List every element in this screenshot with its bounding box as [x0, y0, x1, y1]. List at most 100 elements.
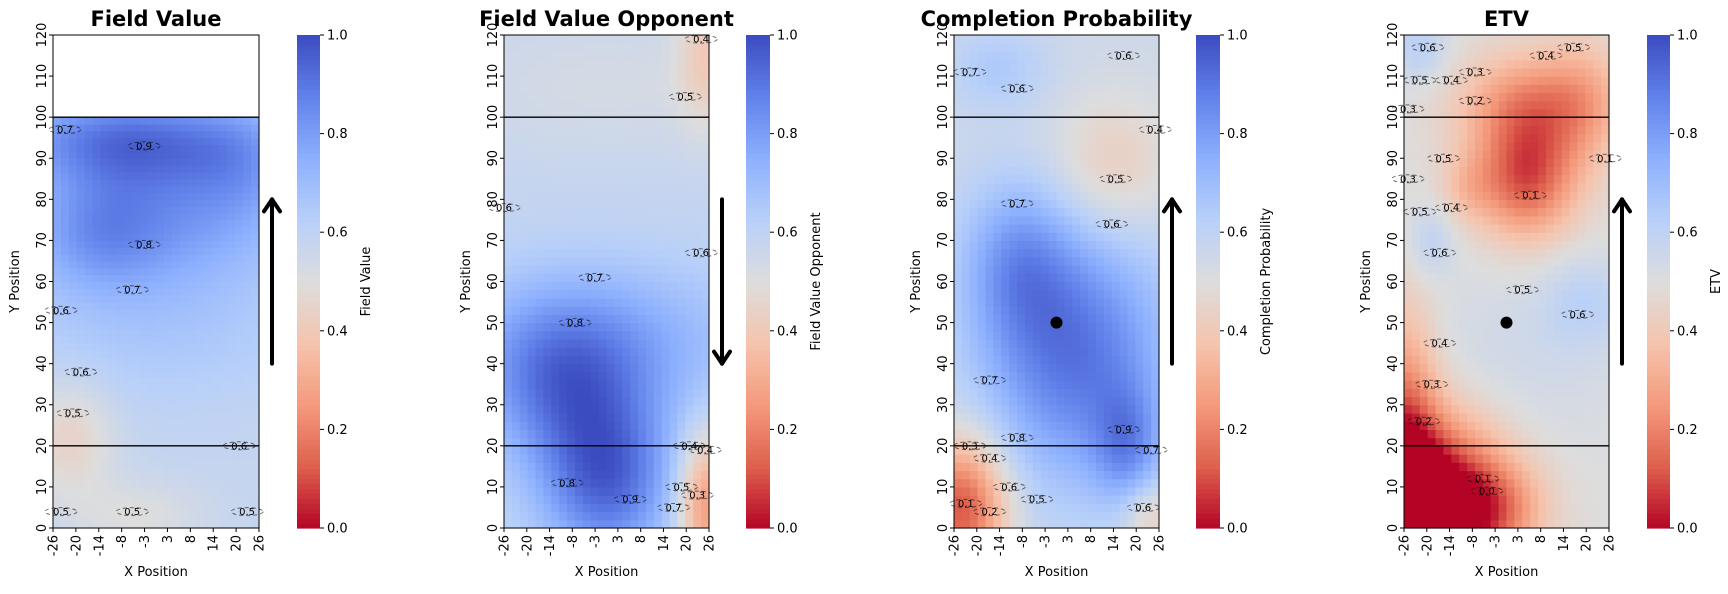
heatmap-cell: [993, 35, 1001, 44]
heatmap-cell: [1001, 265, 1009, 274]
heatmap-cell: [993, 134, 1001, 143]
heatmap-cell: [1135, 397, 1143, 406]
heatmap-cell: [132, 425, 141, 432]
heatmap-cell: [164, 343, 173, 350]
heatmap-cell: [251, 460, 260, 467]
heatmap-cell: [164, 302, 173, 309]
heatmap-cell: [607, 405, 615, 414]
heatmap-cell: [219, 268, 228, 275]
heatmap-cell: [211, 179, 220, 186]
heatmap-cell: [520, 429, 528, 438]
heatmap-cell: [986, 397, 994, 406]
heatmap-cell: [77, 425, 86, 432]
heatmap-cell: [677, 298, 685, 307]
heatmap-cell: [1112, 413, 1120, 422]
heatmap-cell: [1017, 388, 1025, 397]
heatmap-cell: [211, 199, 220, 206]
heatmap-cell: [188, 432, 197, 439]
heatmap-cell: [1151, 257, 1159, 266]
heatmap-cell: [993, 298, 1001, 307]
heatmap-cell: [1143, 43, 1151, 52]
heatmap-cell: [685, 339, 693, 348]
heatmap-cell: [607, 249, 615, 258]
heatmap-cell: [1064, 397, 1072, 406]
heatmap-cell: [1033, 150, 1041, 159]
heatmap-cell: [591, 355, 599, 364]
heatmap-cell: [172, 398, 181, 405]
heatmap-cell: [219, 192, 228, 199]
heatmap-cell: [93, 473, 102, 480]
heatmap-cell: [1041, 224, 1049, 233]
heatmap-cell: [583, 454, 591, 463]
heatmap-cell: [227, 151, 236, 158]
heatmap-cell: [211, 350, 220, 357]
heatmap-cell: [646, 479, 654, 488]
heatmap-cell: [180, 138, 189, 145]
heatmap-cell: [235, 398, 244, 405]
heatmap-cell: [504, 282, 512, 291]
heatmap-cell: [614, 462, 622, 471]
heatmap-cell: [211, 521, 220, 528]
heatmap-cell: [1009, 512, 1017, 521]
heatmap-cell: [1049, 158, 1057, 167]
heatmap-cell: [970, 282, 978, 291]
heatmap-cell: [1033, 462, 1041, 471]
heatmap-cell: [196, 425, 205, 432]
heatmap-cell: [227, 247, 236, 254]
heatmap-cell: [180, 206, 189, 213]
heatmap-cell: [1033, 76, 1041, 85]
heatmap-cell: [1127, 339, 1135, 348]
heatmap-cell: [1017, 290, 1025, 299]
heatmap-cell: [1041, 216, 1049, 225]
heatmap-cell: [243, 391, 252, 398]
heatmap-cell: [504, 388, 512, 397]
heatmap-cell: [551, 249, 559, 258]
heatmap-cell: [1088, 84, 1096, 93]
heatmap-cell: [520, 479, 528, 488]
heatmap-cell: [993, 60, 1001, 69]
heatmap-cell: [1112, 68, 1120, 77]
heatmap-cell: [591, 298, 599, 307]
heatmap-cell: [685, 175, 693, 184]
x-tick-label: -20: [520, 535, 535, 556]
heatmap-cell: [188, 124, 197, 131]
heatmap-cell: [1120, 240, 1128, 249]
heatmap-cell: [559, 142, 567, 151]
heatmap-cell: [693, 134, 701, 143]
heatmap-cell: [219, 425, 228, 432]
heatmap-cell: [591, 372, 599, 381]
heatmap-cell: [512, 101, 520, 110]
heatmap-cell: [1151, 191, 1159, 200]
heatmap-cell: [670, 257, 678, 266]
heatmap-cell: [1033, 520, 1041, 529]
heatmap-cell: [970, 405, 978, 414]
heatmap-cell: [543, 183, 551, 192]
heatmap-cell: [583, 339, 591, 348]
heatmap-cell: [685, 224, 693, 233]
heatmap-cell: [551, 306, 559, 315]
heatmap-cell: [180, 302, 189, 309]
heatmap-cell: [693, 125, 701, 134]
heatmap-cell: [164, 247, 173, 254]
heatmap-cell: [970, 101, 978, 110]
heatmap-cell: [164, 521, 173, 528]
heatmap-cell: [1049, 191, 1057, 200]
heatmap-cell: [559, 282, 567, 291]
heatmap-cell: [196, 309, 205, 316]
heatmap-cell: [614, 249, 622, 258]
heatmap-cell: [69, 199, 78, 206]
heatmap-cell: [219, 261, 228, 268]
heatmap-cell: [1057, 232, 1065, 241]
heatmap-cell: [962, 183, 970, 192]
heatmap-cell: [77, 302, 86, 309]
heatmap-cell: [172, 220, 181, 227]
heatmap-cell: [512, 158, 520, 167]
heatmap-cell: [1143, 470, 1151, 479]
heatmap-cell: [1009, 413, 1017, 422]
heatmap-cell: [591, 134, 599, 143]
heatmap-cell: [1096, 208, 1104, 217]
heatmap-cell: [148, 179, 157, 186]
heatmap-cell: [69, 275, 78, 282]
heatmap-cell: [1135, 240, 1143, 249]
heatmap-cell: [1033, 84, 1041, 93]
